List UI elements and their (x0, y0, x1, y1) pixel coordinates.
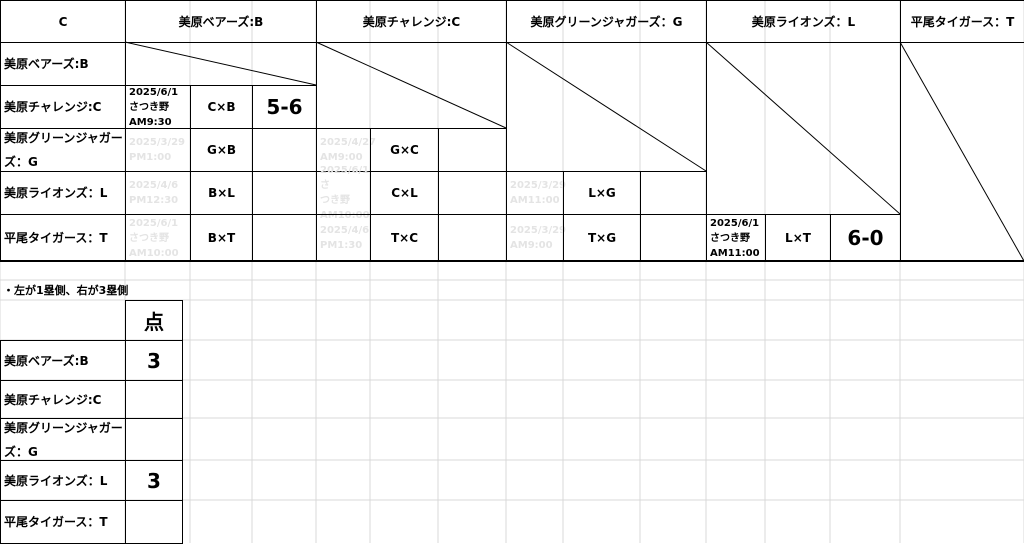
diagonal-line (899, 41, 1024, 262)
diagonal-line (505, 41, 707, 172)
diagonal-line (705, 41, 901, 215)
diagonal-line (124, 41, 317, 86)
diagonal-line (315, 41, 507, 129)
note-text[interactable]: ・左が1塁側、右が3塁側 (3, 283, 129, 297)
